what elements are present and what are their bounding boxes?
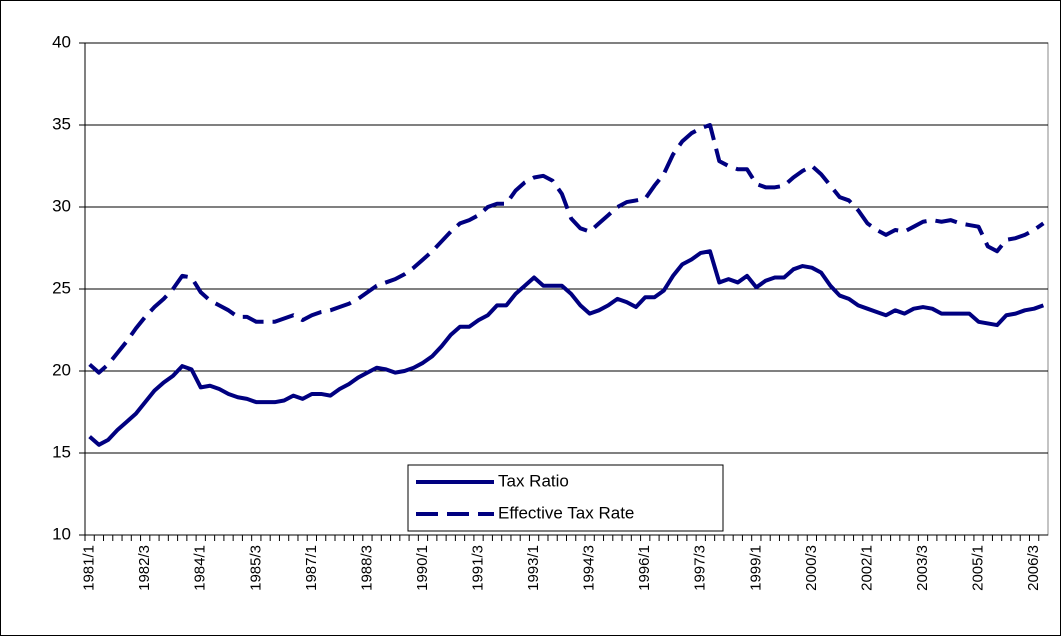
x-tick-label: 2005/1: [970, 545, 987, 591]
x-tick-label: 1991/3: [470, 545, 487, 591]
x-tick-label: 1996/1: [636, 545, 653, 591]
x-tick-label: 1999/1: [747, 545, 764, 591]
y-tick-label: 10: [52, 524, 71, 543]
y-tick-label: 15: [52, 442, 71, 461]
legend-label: Effective Tax Rate: [498, 503, 634, 522]
y-tick-label: 40: [52, 32, 71, 51]
data-line: [88, 123, 1045, 375]
x-tick-label: 2000/3: [803, 545, 820, 591]
x-tick-label: 2006/3: [1025, 545, 1042, 591]
legend-label: Tax Ratio: [498, 471, 569, 490]
x-tick-label: 1982/3: [136, 545, 153, 591]
x-tick-label: 1993/1: [525, 545, 542, 591]
legend-box: [407, 464, 724, 532]
x-tick-label: 2002/1: [858, 545, 875, 591]
legend: Tax Ratio Effective Tax Rate: [407, 464, 724, 532]
x-tick-label: 1984/1: [192, 545, 209, 591]
x-tick-label: 1990/1: [414, 545, 431, 591]
x-tick-label: 1988/3: [358, 545, 375, 591]
y-tick-label: 25: [52, 278, 71, 297]
x-tick-label: 1985/3: [247, 545, 264, 591]
data-line: [88, 249, 1045, 447]
x-tick-label: 2003/3: [914, 545, 931, 591]
x-tick-label: 1981/1: [81, 545, 98, 591]
x-tick-label: 1997/3: [692, 545, 709, 591]
y-tick-label: 35: [52, 114, 71, 133]
y-tick-label: 20: [52, 360, 71, 379]
x-tick-label: 1994/3: [581, 545, 598, 591]
y-tick-label: 30: [52, 196, 71, 215]
x-tick-label: 1987/1: [303, 545, 320, 591]
